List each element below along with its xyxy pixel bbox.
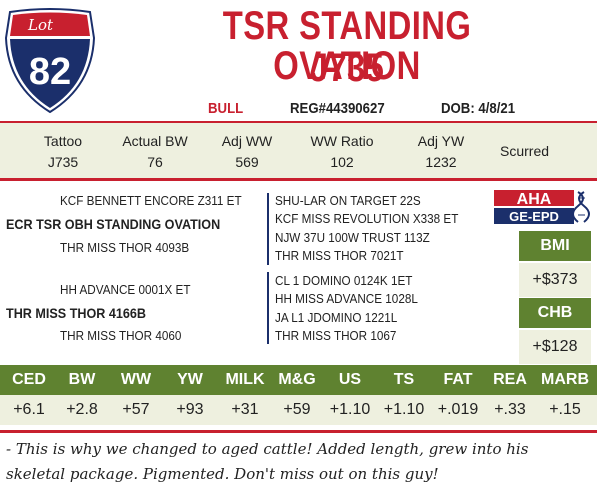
- epd-label-ced: CED: [12, 371, 46, 388]
- epd-value-marb: +.15: [549, 401, 581, 418]
- pedigree-ddd: THR MISS THOR 1067: [275, 328, 397, 343]
- epd-header-row: CED BW WW YW MILK M&G US TS FAT REA MARB: [0, 365, 597, 395]
- lot-number: 82: [29, 51, 71, 93]
- epd-value-ced: +6.1: [13, 401, 45, 418]
- epd-label-marb: MARB: [541, 371, 589, 388]
- registration-number: REG#44390627: [290, 100, 385, 117]
- registration-info: BULL REG#44390627 DOB: 4/8/21: [190, 100, 590, 120]
- epd-value-fat: +.019: [437, 401, 479, 418]
- epd-label-yw: YW: [177, 371, 203, 388]
- epd-label-rea: REA: [493, 371, 527, 388]
- epd-value-us: +1.10: [329, 401, 371, 418]
- perf-value: 102: [330, 154, 354, 170]
- perf-value: 569: [235, 154, 259, 170]
- pedigree-bracket-lower: [267, 272, 269, 344]
- pedigree-sire: ECR TSR OBH STANDING OVATION: [6, 216, 221, 232]
- sale-comments: - This is why we changed to aged cattle!…: [6, 440, 529, 483]
- pedigree-dds: JA L1 JDOMINO 1221L: [275, 310, 398, 325]
- epd-label-milk: MILK: [225, 371, 265, 388]
- epd-label-fat: FAT: [443, 371, 473, 388]
- pedigree-dsd: HH MISS ADVANCE 1028L: [275, 291, 418, 306]
- pedigree-sds: NJW 37U 100W TRUST 113Z: [275, 230, 430, 245]
- epd-value-ts: +1.10: [383, 401, 425, 418]
- epd-value-milk: +31: [231, 401, 259, 418]
- perf-col-actual-bw: Actual BW 76: [115, 131, 195, 173]
- polled-status: Scurred: [500, 143, 550, 159]
- epd-value-mg: +59: [283, 401, 311, 418]
- aha-ge-epd-logo: AHA GE-EPD: [494, 190, 590, 224]
- perf-label: Adj WW: [221, 133, 273, 149]
- epd-label-us: US: [338, 371, 362, 388]
- index-chb-value: +$128: [519, 330, 591, 364]
- comments-divider: [0, 430, 597, 433]
- perf-label: Tattoo: [43, 133, 83, 149]
- performance-divider: [0, 178, 597, 181]
- perf-col-tattoo: Tattoo J735: [33, 131, 93, 173]
- perf-label: Adj YW: [417, 133, 465, 149]
- epd-values-row: +6.1 +2.8 +57 +93 +31 +59 +1.10 +1.10 +.…: [0, 395, 597, 425]
- index-bmi-label: BMI: [519, 231, 591, 261]
- index-chb-label: CHB: [519, 298, 591, 328]
- pedigree-sire-dam: THR MISS THOR 4093B: [60, 240, 190, 255]
- epd-value-bw: +2.8: [66, 401, 98, 418]
- top-divider: [0, 121, 597, 124]
- epd-label-mg: M&G: [278, 371, 316, 388]
- pedigree-sdd: THR MISS THOR 7021T: [275, 248, 404, 263]
- perf-label: WW Ratio: [310, 133, 374, 149]
- animal-tattoo-title: J735: [309, 46, 385, 90]
- perf-col-adj-ww: Adj WW 569: [212, 131, 282, 173]
- perf-value: 76: [147, 154, 163, 170]
- pedigree-sss: SHU-LAR ON TARGET 22S: [275, 193, 421, 208]
- perf-label: Actual BW: [122, 133, 188, 149]
- pedigree-dam: THR MISS THOR 4166B: [6, 305, 147, 321]
- logo-aha-text: AHA: [517, 191, 552, 208]
- perf-col-ww-ratio: WW Ratio 102: [302, 131, 382, 173]
- date-of-birth: DOB: 4/8/21: [441, 100, 516, 117]
- pedigree-dss: CL 1 DOMINO 0124K 1ET: [275, 273, 413, 288]
- pedigree-bracket-upper: [267, 193, 269, 265]
- perf-value: 1232: [425, 154, 457, 170]
- epd-value-yw: +93: [176, 401, 204, 418]
- pedigree-ssd: KCF MISS REVOLUTION X338 ET: [275, 211, 459, 226]
- perf-value: J735: [47, 154, 79, 170]
- pedigree-dam-sire: HH ADVANCE 0001X ET: [60, 282, 191, 297]
- perf-col-adj-yw: Adj YW 1232: [406, 131, 476, 173]
- animal-name: TSR STANDING OVATION: [222, 4, 472, 88]
- epd-value-ww: +57: [122, 401, 150, 418]
- pedigree-dam-dam: THR MISS THOR 4060: [60, 328, 182, 343]
- index-bmi-value: +$373: [519, 263, 591, 297]
- performance-table: Tattoo J735 Actual BW 76 Adj WW 569 WW R…: [0, 123, 597, 178]
- sex-label: BULL: [208, 100, 244, 117]
- logo-ge-epd-text: GE-EPD: [509, 209, 559, 224]
- epd-label-bw: BW: [68, 371, 96, 388]
- epd-label-ts: TS: [393, 371, 415, 388]
- epd-label-ww: WW: [120, 371, 152, 388]
- lot-label: Lot: [27, 16, 54, 34]
- pedigree-sire-sire: KCF BENNETT ENCORE Z311 ET: [60, 193, 242, 208]
- epd-value-rea: +.33: [494, 401, 526, 418]
- lot-shield-badge: Lot 82: [4, 8, 96, 114]
